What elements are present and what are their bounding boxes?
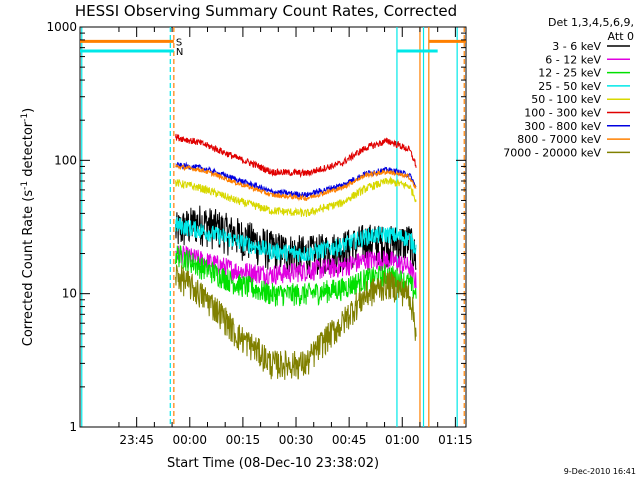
legend-label: 3 - 6 keV (552, 40, 601, 53)
segment-bars: SN (80, 37, 466, 58)
series-line (175, 245, 417, 289)
legend-header-line-1: Det 1,3,4,5,6,9, (548, 16, 634, 29)
legend-label: 300 - 800 keV (524, 120, 601, 133)
legend-label: 6 - 12 keV (545, 53, 601, 66)
segment-flag-n: N (176, 47, 183, 58)
x-tick-label: 00:00 (172, 433, 207, 447)
x-tick-label: 23:45 (119, 433, 154, 447)
vertical-markers (81, 27, 465, 427)
legend-header-line-2: Att 0 (608, 30, 634, 43)
legend-label: 100 - 300 keV (524, 107, 601, 120)
chart-title: HESSI Observing Summary Count Rates, Cor… (75, 2, 457, 20)
segment-flag-s: S (176, 37, 182, 48)
series-line (175, 244, 417, 307)
legend-label: 50 - 100 keV (531, 93, 601, 106)
x-tick-label: 00:45 (332, 433, 367, 447)
y-axis-label: Corrected Count Rate (s-1 detector-1) (20, 108, 36, 346)
series-line (175, 163, 417, 202)
footer-timestamp: 9-Dec-2010 16:41 (564, 467, 636, 476)
x-tick-label: 01:15 (438, 433, 473, 447)
legend-label: 12 - 25 keV (538, 67, 601, 80)
legend-label: 25 - 50 keV (538, 80, 601, 93)
x-axis-ticks: 23:45 00:00 00:15 00:30 00:45 01:00 01:15 (118, 27, 473, 447)
legend-label: 800 - 7000 keV (517, 133, 601, 146)
series-line (175, 133, 417, 179)
x-tick-label: 00:15 (226, 433, 261, 447)
y-tick-label: 100 (54, 153, 77, 167)
legend-label: 7000 - 20000 keV (503, 146, 601, 159)
x-axis-label: Start Time (08-Dec-10 23:38:02) (167, 456, 379, 471)
y-axis-ticks: 1 10 100 1000 (46, 20, 466, 434)
y-tick-label: 1 (69, 420, 77, 434)
y-tick-label: 1000 (46, 20, 77, 34)
series-line (175, 263, 417, 380)
x-tick-label: 01:00 (385, 433, 420, 447)
series-line (175, 217, 417, 263)
x-tick-label: 00:30 (279, 433, 314, 447)
plot-frame (79, 26, 467, 428)
y-tick-label: 10 (62, 287, 77, 301)
series-lines (175, 133, 417, 380)
series-line (175, 175, 417, 217)
